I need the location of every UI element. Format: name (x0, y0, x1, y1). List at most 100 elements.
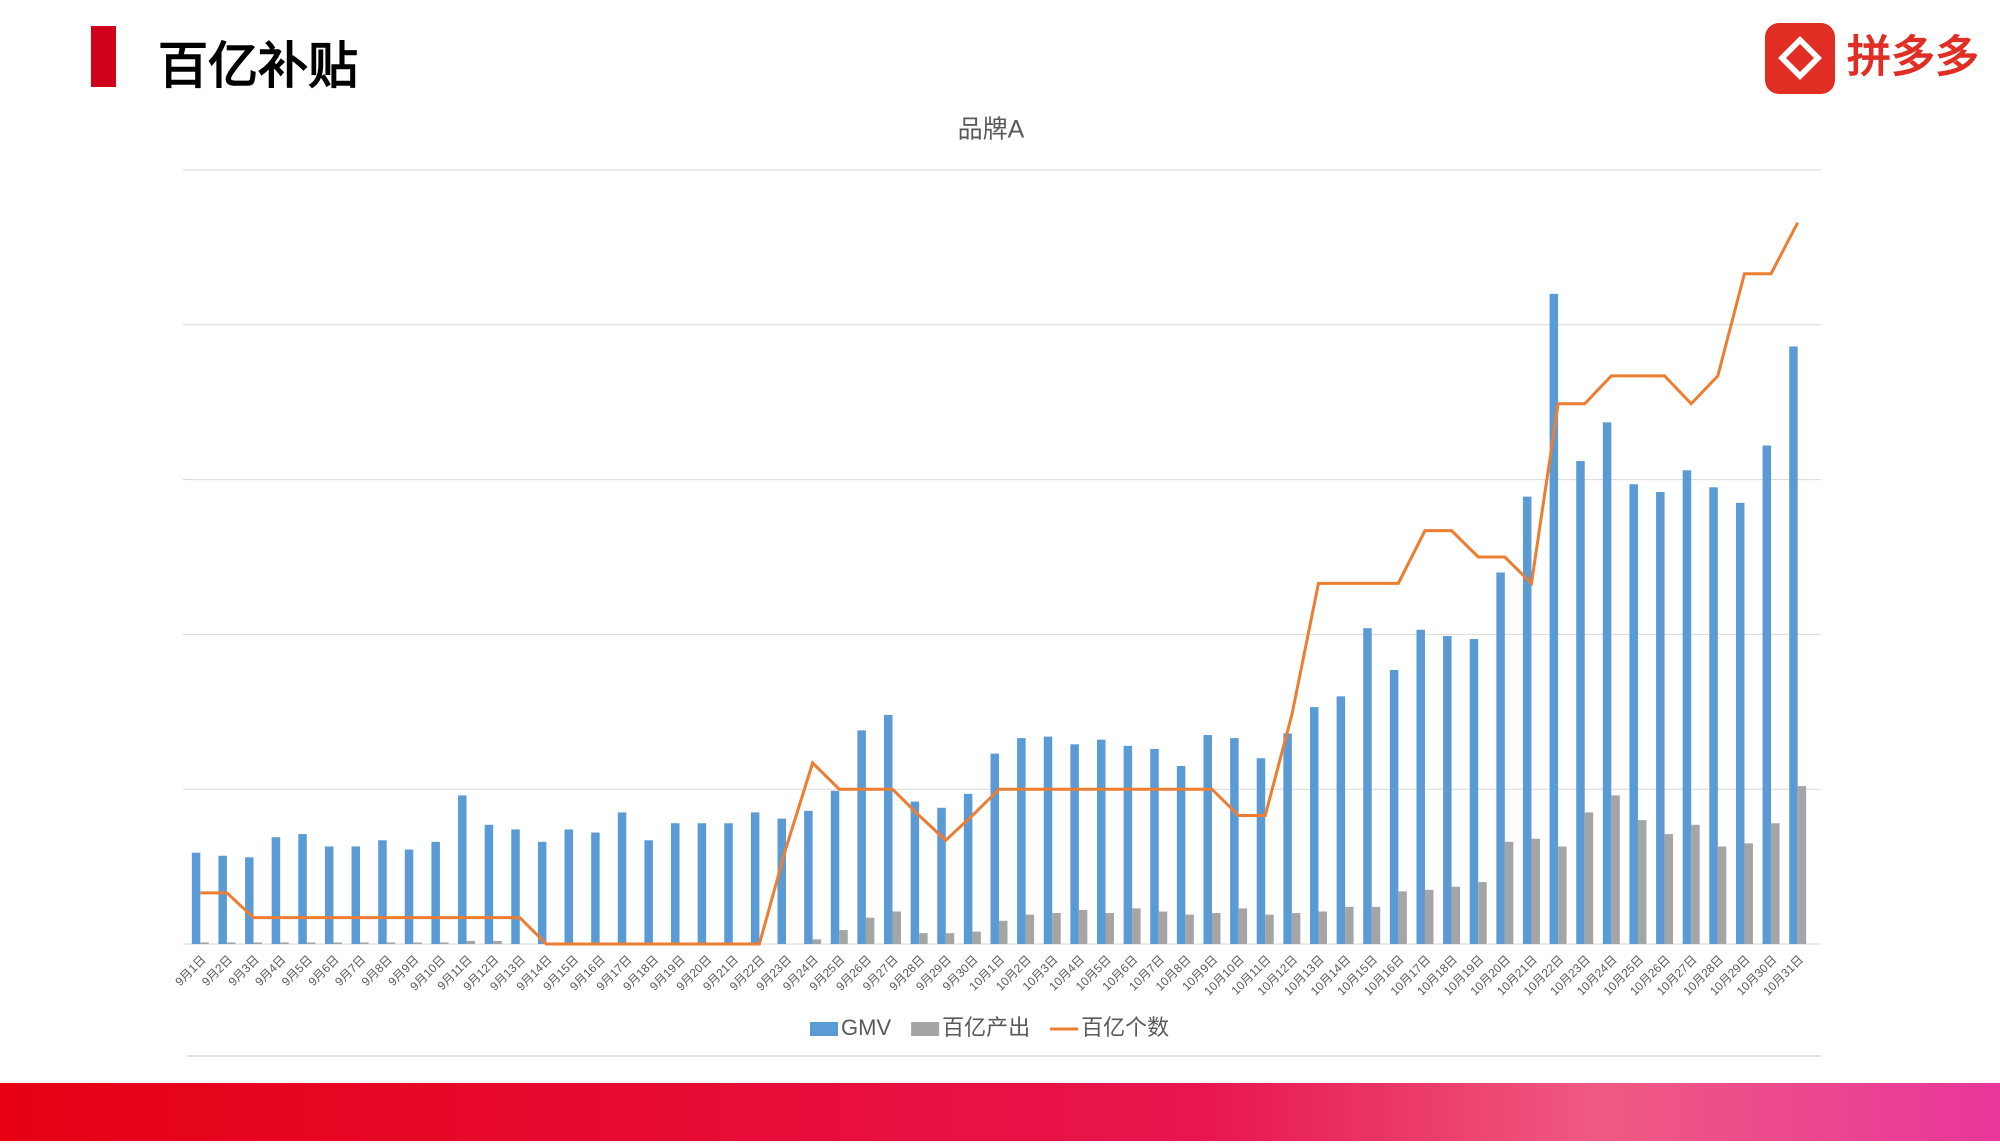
bar (218, 855, 227, 944)
bar (919, 933, 928, 944)
bar (1185, 914, 1194, 944)
bar (1443, 635, 1452, 944)
bar (1052, 913, 1061, 944)
chart-title: 品牌A (958, 116, 1025, 144)
bar (1345, 906, 1354, 944)
bar (972, 931, 981, 944)
bar (511, 829, 520, 944)
bar (245, 857, 254, 944)
bar (306, 942, 316, 944)
bar (484, 824, 494, 944)
logo-icon (1765, 23, 1835, 94)
bar (1265, 914, 1274, 944)
bar (1132, 908, 1141, 944)
bar (1744, 843, 1753, 944)
bar (439, 942, 449, 944)
bar (1105, 913, 1114, 944)
bar (1762, 445, 1772, 944)
bar (777, 818, 787, 944)
bar (1771, 823, 1780, 944)
bar (1318, 911, 1327, 944)
bar (1416, 629, 1425, 944)
bar (1602, 422, 1612, 945)
bar (351, 846, 361, 944)
bar (1469, 639, 1479, 944)
bar (1363, 628, 1372, 944)
bar (431, 841, 440, 944)
bar (1176, 765, 1186, 944)
bar (750, 812, 760, 944)
bar (1256, 758, 1266, 944)
bar (804, 810, 813, 944)
bar (1717, 846, 1727, 944)
bar (1656, 491, 1665, 944)
title-marker (91, 26, 116, 87)
legend-swatch (911, 1022, 940, 1036)
bar (1735, 502, 1745, 944)
bar (865, 917, 875, 944)
bar (884, 714, 893, 944)
bar (1576, 461, 1585, 944)
bar (253, 942, 263, 944)
bar (1203, 735, 1212, 944)
legend-label: 百亿个数 (1081, 1015, 1169, 1040)
bar (1283, 733, 1292, 944)
logo-pattern (1778, 36, 1822, 80)
bar (360, 942, 369, 944)
bar (200, 942, 209, 944)
bar (1709, 487, 1718, 944)
bar (1558, 846, 1567, 944)
bar (1230, 738, 1239, 944)
bar (1611, 795, 1620, 944)
bar (271, 837, 281, 944)
bar (830, 790, 840, 944)
bar (644, 840, 653, 944)
bar (493, 940, 502, 944)
bar (1158, 911, 1168, 944)
bar (1291, 913, 1301, 944)
bar (378, 840, 387, 944)
footer-band (0, 1083, 2000, 1141)
bar (1070, 744, 1079, 944)
bar (945, 933, 955, 944)
bar (413, 942, 422, 944)
bar (1371, 906, 1381, 944)
bar (937, 807, 946, 944)
bar (671, 823, 680, 944)
bar (1637, 820, 1647, 944)
bar (1238, 908, 1248, 944)
bar (963, 793, 973, 944)
bar (839, 930, 848, 944)
logo: 拼多多 (1765, 23, 1979, 94)
bar (1682, 470, 1692, 944)
bar (1451, 886, 1461, 944)
bar (990, 753, 999, 944)
bar (226, 942, 236, 944)
bar (1584, 812, 1594, 944)
bar (1664, 834, 1674, 944)
bar (1531, 838, 1540, 944)
logo-text: 拼多多 (1847, 33, 1979, 82)
bar (1797, 786, 1807, 944)
legend-label: GMV (841, 1015, 891, 1040)
bar (724, 823, 733, 944)
bar (324, 846, 334, 944)
bar (1389, 670, 1399, 944)
bar (1043, 736, 1053, 944)
bar (857, 730, 866, 944)
bar (1025, 914, 1035, 944)
bar (1150, 748, 1159, 944)
bar (1398, 891, 1407, 944)
bar (1496, 572, 1505, 944)
bar (537, 841, 547, 944)
bar (1549, 293, 1559, 945)
bar (591, 832, 600, 944)
bar (999, 920, 1008, 944)
bar (1504, 841, 1514, 944)
bar (1309, 707, 1319, 944)
bar (333, 942, 342, 944)
bar (298, 834, 307, 944)
bar (1789, 346, 1798, 944)
